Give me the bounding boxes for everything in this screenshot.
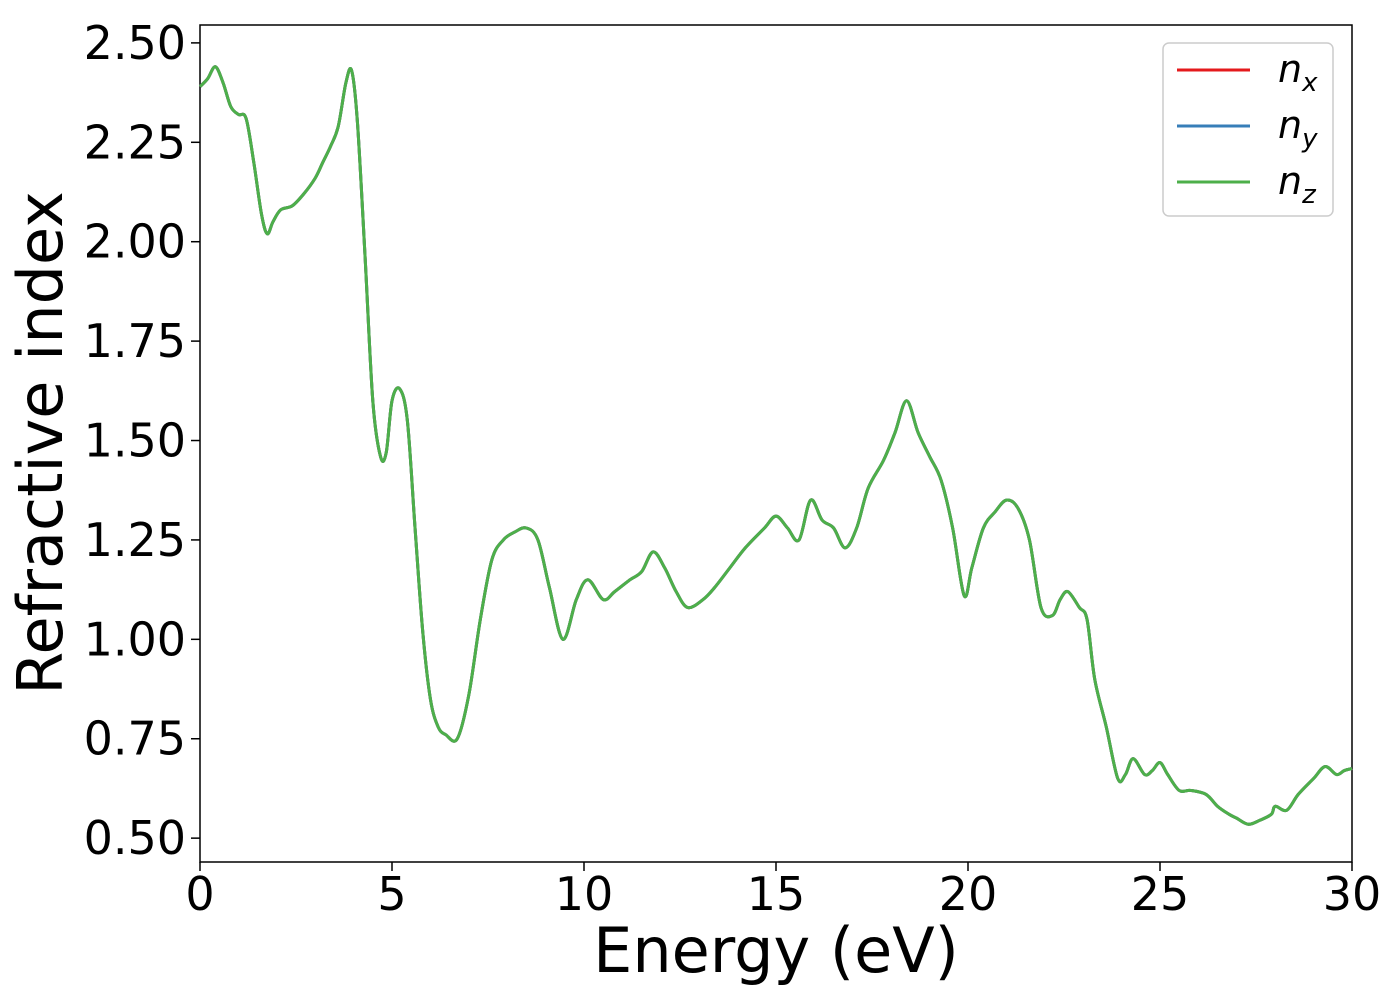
x-tick-label: 0 bbox=[185, 867, 214, 921]
plot-area bbox=[199, 24, 1353, 863]
y-tick-label: 1.75 bbox=[84, 314, 186, 368]
y-tick-label: 2.00 bbox=[84, 215, 186, 269]
y-tick-label: 1.25 bbox=[84, 513, 186, 567]
series-layer bbox=[198, 65, 1353, 826]
x-axis-title: Energy (eV) bbox=[593, 914, 959, 987]
x-tick-label: 15 bbox=[747, 867, 806, 921]
y-tick-label: 1.50 bbox=[84, 414, 186, 468]
y-tick-label: 1.00 bbox=[84, 612, 186, 666]
x-axis: 0 5 10 15 20 25 30 bbox=[185, 862, 1381, 921]
y-tick-label: 0.75 bbox=[84, 712, 186, 766]
series-line-n-z bbox=[198, 65, 1353, 826]
x-tick-label: 10 bbox=[555, 867, 614, 921]
y-tick-label: 2.25 bbox=[84, 115, 186, 169]
x-tick-label: 30 bbox=[1323, 867, 1382, 921]
x-tick-label: 25 bbox=[1131, 867, 1190, 921]
y-axis-title: Refractive index bbox=[4, 191, 77, 695]
y-tick-label: 2.50 bbox=[84, 16, 186, 70]
x-tick-label: 20 bbox=[939, 867, 998, 921]
legend-box bbox=[1162, 42, 1334, 217]
y-tick-label: 0.50 bbox=[84, 811, 186, 865]
x-tick-label: 5 bbox=[377, 867, 406, 921]
y-axis: 0.50 0.75 1.00 1.25 1.50 1.75 2.00 2.25 2.50 bbox=[84, 16, 200, 865]
legend-label-ny: ny bbox=[1278, 103, 1318, 154]
